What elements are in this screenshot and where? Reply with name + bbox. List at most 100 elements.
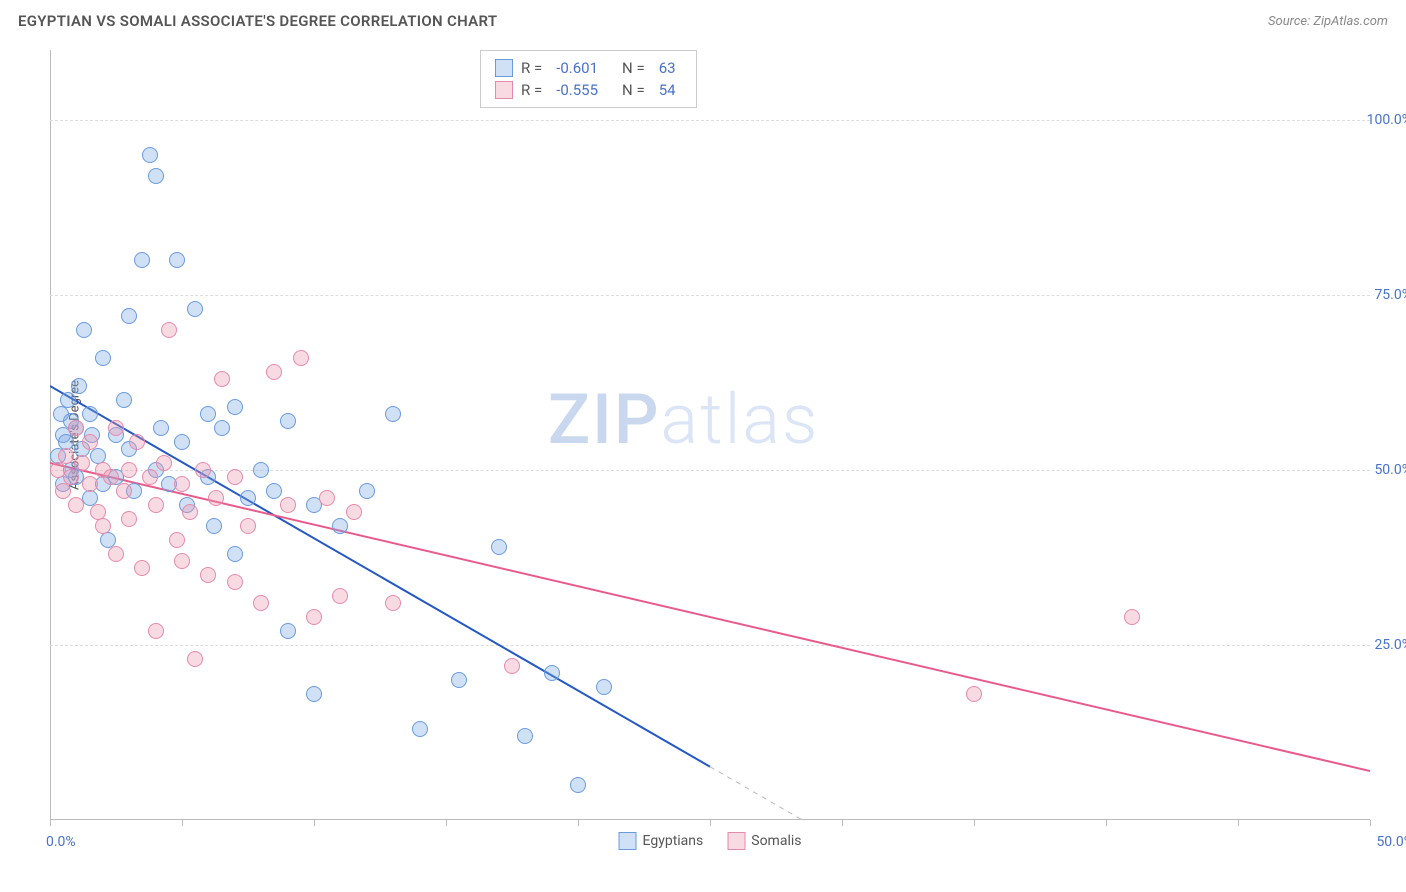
data-point: [240, 490, 256, 506]
legend-swatch: [495, 59, 513, 77]
data-point: [108, 420, 124, 436]
series-legend: Egyptians Somalis: [619, 832, 802, 850]
series-legend-item: Egyptians: [619, 832, 704, 850]
data-point: [517, 728, 533, 744]
data-point: [103, 469, 119, 485]
data-point: [82, 434, 98, 450]
x-tick: [842, 820, 843, 826]
x-tick: [314, 820, 315, 826]
legend-row: R =-0.555N =54: [495, 79, 682, 101]
data-point: [227, 469, 243, 485]
data-point: [121, 462, 137, 478]
data-point: [169, 252, 185, 268]
gridline: [50, 120, 1370, 121]
legend-n-label: N =: [622, 81, 645, 99]
x-tick: [1106, 820, 1107, 826]
data-point: [82, 406, 98, 422]
data-point: [227, 574, 243, 590]
data-point: [266, 483, 282, 499]
x-tick: [1370, 820, 1371, 826]
data-point: [161, 322, 177, 338]
x-tick: [446, 820, 447, 826]
x-tick: [182, 820, 183, 826]
data-point: [412, 721, 428, 737]
legend-swatch: [495, 81, 513, 99]
data-point: [63, 469, 79, 485]
data-point: [200, 567, 216, 583]
data-point: [227, 546, 243, 562]
data-point: [174, 476, 190, 492]
trend-lines: [50, 50, 1370, 820]
data-point: [169, 532, 185, 548]
legend-n-value: 63: [659, 59, 676, 77]
data-point: [1124, 609, 1140, 625]
data-point: [182, 504, 198, 520]
data-point: [108, 546, 124, 562]
x-tick: [578, 820, 579, 826]
x-tick: [50, 820, 51, 826]
data-point: [332, 588, 348, 604]
data-point: [187, 301, 203, 317]
data-point: [385, 406, 401, 422]
series-legend-label: Somalis: [751, 833, 801, 849]
data-point: [214, 420, 230, 436]
gridline: [50, 645, 1370, 646]
data-point: [68, 420, 84, 436]
series-legend-label: Egyptians: [643, 833, 704, 849]
data-point: [82, 476, 98, 492]
data-point: [187, 651, 203, 667]
data-point: [208, 490, 224, 506]
y-tick-label: 25.0%: [1374, 637, 1406, 653]
data-point: [346, 504, 362, 520]
data-point: [966, 686, 982, 702]
data-point: [174, 434, 190, 450]
source-label: Source: ZipAtlas.com: [1268, 14, 1388, 29]
legend-row: R =-0.601N =63: [495, 57, 682, 79]
data-point: [319, 490, 335, 506]
data-point: [121, 308, 137, 324]
data-point: [148, 168, 164, 184]
data-point: [280, 497, 296, 513]
legend-r-value: -0.601: [556, 59, 598, 77]
data-point: [240, 518, 256, 534]
legend-r-value: -0.555: [556, 81, 598, 99]
y-tick-label: 50.0%: [1374, 462, 1406, 478]
data-point: [451, 672, 467, 688]
data-point: [55, 483, 71, 499]
data-point: [253, 595, 269, 611]
x-axis-min-label: 0.0%: [46, 834, 76, 850]
data-point: [385, 595, 401, 611]
data-point: [544, 665, 560, 681]
data-point: [596, 679, 612, 695]
data-point: [148, 623, 164, 639]
data-point: [134, 560, 150, 576]
data-point: [121, 511, 137, 527]
data-point: [280, 623, 296, 639]
data-point: [142, 147, 158, 163]
data-point: [68, 497, 84, 513]
data-point: [74, 455, 90, 471]
data-point: [129, 434, 145, 450]
legend-n-label: N =: [622, 59, 645, 77]
data-point: [306, 609, 322, 625]
data-point: [174, 553, 190, 569]
data-point: [206, 518, 222, 534]
chart-area: ZIPatlas 25.0%50.0%75.0%100.0% Associate…: [50, 50, 1370, 820]
data-point: [95, 518, 111, 534]
y-tick-label: 75.0%: [1374, 287, 1406, 303]
data-point: [280, 413, 296, 429]
data-point: [293, 350, 309, 366]
data-point: [332, 518, 348, 534]
x-tick: [974, 820, 975, 826]
data-point: [504, 658, 520, 674]
data-point: [156, 455, 172, 471]
gridline: [50, 470, 1370, 471]
data-point: [76, 322, 92, 338]
legend-swatch: [619, 832, 637, 850]
data-point: [153, 420, 169, 436]
data-point: [306, 686, 322, 702]
x-tick: [710, 820, 711, 826]
legend-swatch: [727, 832, 745, 850]
data-point: [71, 378, 87, 394]
data-point: [134, 252, 150, 268]
